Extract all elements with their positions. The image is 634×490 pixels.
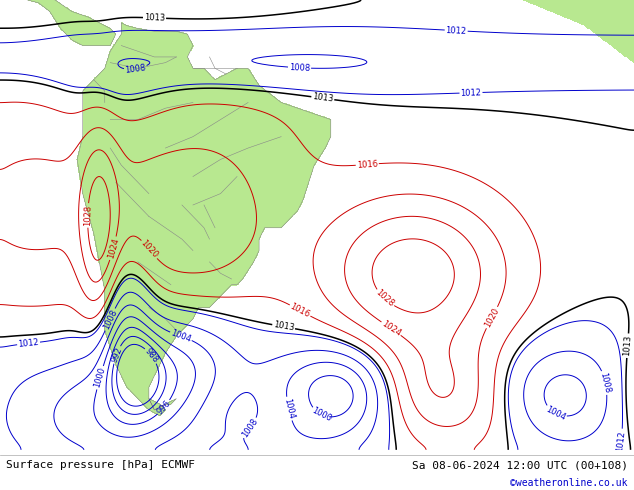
Text: 1013: 1013 (144, 13, 165, 23)
Text: 1020: 1020 (483, 306, 501, 329)
Text: 988: 988 (143, 346, 160, 365)
Text: 1012: 1012 (18, 338, 39, 349)
Text: 1000: 1000 (311, 406, 333, 424)
Text: 1000: 1000 (93, 367, 107, 389)
Text: 1024: 1024 (380, 319, 403, 338)
Text: 1008: 1008 (101, 308, 119, 331)
Text: 1016: 1016 (288, 302, 311, 319)
Text: 996: 996 (155, 398, 172, 416)
Text: 1028: 1028 (374, 288, 396, 309)
Text: Surface pressure [hPa] ECMWF: Surface pressure [hPa] ECMWF (6, 460, 195, 470)
Text: 1008: 1008 (240, 416, 259, 439)
Text: 1008: 1008 (288, 63, 310, 73)
Text: 1013: 1013 (312, 93, 334, 104)
Text: 1020: 1020 (139, 239, 160, 260)
Text: 1016: 1016 (356, 159, 378, 170)
Text: 1012: 1012 (446, 25, 467, 36)
Text: 1004: 1004 (282, 397, 295, 420)
Text: 1013: 1013 (273, 320, 295, 333)
Text: 1004: 1004 (544, 405, 567, 422)
Text: 1013: 1013 (623, 335, 633, 357)
Text: Sa 08-06-2024 12:00 UTC (00+108): Sa 08-06-2024 12:00 UTC (00+108) (411, 460, 628, 470)
Text: 1008: 1008 (598, 371, 612, 394)
Text: 1008: 1008 (124, 63, 146, 74)
Text: 1028: 1028 (83, 205, 93, 226)
Text: 1024: 1024 (106, 237, 120, 260)
Text: 1004: 1004 (169, 328, 192, 344)
Text: 1012: 1012 (615, 430, 627, 452)
Text: 1012: 1012 (460, 88, 482, 98)
Text: ©weatheronline.co.uk: ©weatheronline.co.uk (510, 478, 628, 488)
Text: 992: 992 (110, 345, 124, 364)
